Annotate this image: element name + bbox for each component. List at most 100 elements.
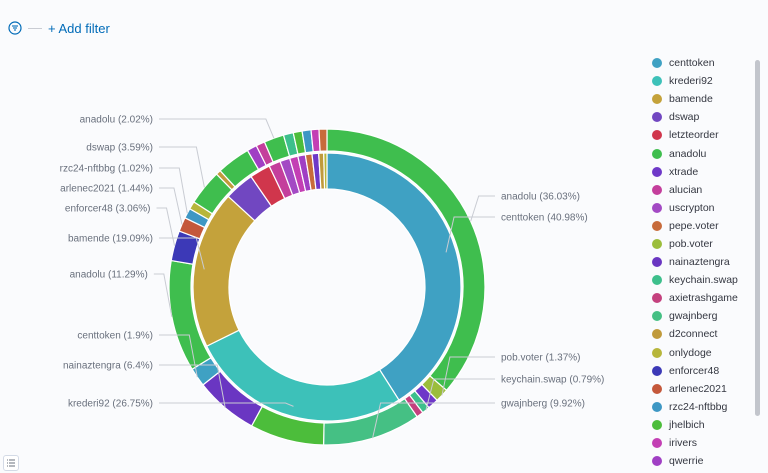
label-leader-line [441, 356, 495, 396]
legend-item[interactable]: irivers [652, 434, 748, 452]
legend-label: uscrypton [669, 201, 715, 214]
slice-label: enforcer48 (3.06%) [65, 204, 151, 215]
legend-label: rzc24-nftbbg [669, 400, 728, 413]
legend-item[interactable]: enforcer48 [652, 362, 748, 380]
slice-label: bamende (19.09%) [68, 234, 153, 245]
legend-label: enforcer48 [669, 364, 720, 377]
legend-label: alucian [669, 183, 703, 196]
legend-item[interactable]: pepe.voter [652, 217, 748, 235]
legend-label: arlenec2021 [669, 382, 727, 395]
legend-label: pepe.voter [669, 219, 719, 232]
legend-label: irivers [669, 437, 697, 450]
label-leader-line [159, 402, 294, 407]
legend-label: anadolu [669, 147, 707, 160]
filter-separator [28, 27, 42, 29]
label-leader-line [156, 207, 176, 246]
legend-label: axietrashgame [669, 292, 738, 305]
legend-swatch [652, 401, 662, 412]
label-leader-line [372, 402, 495, 439]
slice-label: centtoken (40.98%) [501, 213, 588, 224]
legend-item[interactable]: rzc24-nftbbg [652, 398, 748, 416]
legend-swatch [652, 58, 662, 69]
filter-icon[interactable] [8, 21, 22, 35]
label-leader-line [159, 187, 183, 225]
legend-swatch [652, 383, 662, 394]
legend-label: dswap [669, 111, 700, 124]
legend-item[interactable]: gwajnberg [652, 307, 748, 325]
legend-item[interactable]: axietrashgame [652, 289, 748, 307]
legend-label: centtoken [669, 57, 715, 70]
legend-swatch [652, 347, 662, 358]
legend-item[interactable]: pob.voter [652, 235, 748, 253]
label-leader-line [470, 195, 495, 222]
legend-label: jhelbich [669, 418, 705, 431]
legend-swatch [652, 257, 662, 268]
legend-item[interactable]: jhelbich [652, 416, 748, 434]
slice-label: rzc24-nftbbg (1.02%) [60, 164, 153, 175]
filter-bar: + Add filter [8, 18, 110, 38]
slice-label: nainaztengra (6.4%) [63, 361, 153, 372]
legend-item[interactable]: dswap [652, 108, 748, 126]
legend-swatch [652, 311, 662, 322]
legend-swatch [652, 238, 662, 249]
slice-label: anadolu (2.02%) [80, 115, 153, 126]
legend-item[interactable]: centtoken [652, 54, 748, 72]
legend-label: nainaztengra [669, 256, 730, 269]
add-filter-button[interactable]: + Add filter [48, 20, 110, 36]
donut-slice-onlydoge[interactable] [323, 152, 328, 190]
legend-label: gwajnberg [669, 310, 718, 323]
legend-item[interactable]: onlydoge [652, 344, 748, 362]
legend-swatch [652, 438, 662, 449]
legend-label: bamende [669, 93, 713, 106]
legend-label: keychain.swap [669, 274, 738, 287]
legend-item[interactable]: bamende [652, 90, 748, 108]
legend-scrollbar[interactable] [755, 60, 760, 416]
label-leader-line [159, 167, 188, 214]
slice-label: keychain.swap (0.79%) [501, 375, 604, 386]
donut-slice-pepe.voter[interactable] [318, 128, 328, 152]
legend-item[interactable]: keychain.swap [652, 271, 748, 289]
legend-label: onlydoge [669, 346, 712, 359]
legend-swatch [652, 329, 662, 340]
legend-item[interactable]: d2connect [652, 325, 748, 343]
slice-label: centtoken (1.9%) [77, 331, 153, 342]
legend-item[interactable]: alucian [652, 181, 748, 199]
label-leader-line [159, 364, 226, 408]
label-leader-line [153, 273, 173, 317]
donut-slice-centtoken[interactable] [326, 152, 462, 401]
legend-item[interactable]: nainaztengra [652, 253, 748, 271]
legend-swatch [652, 184, 662, 195]
slice-label: arlenec2021 (1.44%) [60, 184, 153, 195]
legend-label: pob.voter [669, 237, 713, 250]
legend-swatch [652, 365, 662, 376]
legend-swatch [652, 293, 662, 304]
legend-swatch [652, 456, 662, 467]
legend-item[interactable]: anadolu [652, 144, 748, 162]
legend-item[interactable]: arlenec2021 [652, 380, 748, 398]
label-leader-line [159, 237, 205, 270]
legend-swatch [652, 202, 662, 213]
slice-label: anadolu (11.29%) [70, 270, 148, 281]
legend-label: xtrade [669, 165, 699, 178]
legend-label: krederi92 [669, 75, 713, 88]
legend-swatch [652, 419, 662, 430]
label-leader-line [425, 378, 495, 411]
slice-label: pob.voter (1.37%) [501, 353, 581, 364]
legend-swatch [652, 94, 662, 105]
slice-label: krederi92 (26.75%) [68, 399, 153, 410]
legend-label: letzteorder [669, 129, 719, 142]
label-leader-line [159, 334, 198, 378]
legend-item[interactable]: uscrypton [652, 199, 748, 217]
label-leader-line [159, 118, 275, 139]
label-leader-line [445, 216, 495, 253]
list-icon[interactable] [3, 455, 19, 471]
legend-item[interactable]: letzteorder [652, 126, 748, 144]
legend-item[interactable]: qwerrie [652, 452, 748, 470]
legend-item[interactable]: krederi92 [652, 72, 748, 90]
legend-swatch [652, 148, 662, 159]
legend-item[interactable]: xtrade [652, 163, 748, 181]
slice-label: anadolu (36.03%) [501, 192, 580, 203]
legend-swatch [652, 112, 662, 123]
chart-legend: centtoken krederi92 bamende dswap letzteorde… [652, 54, 748, 470]
